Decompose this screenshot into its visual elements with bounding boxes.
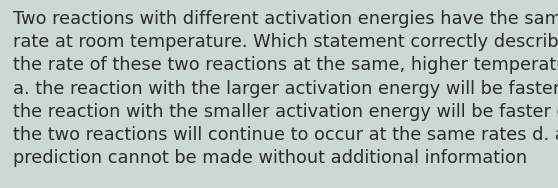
Text: Two reactions with different activation energies have the same: Two reactions with different activation … [13,10,558,28]
Text: the reaction with the smaller activation energy will be faster c.: the reaction with the smaller activation… [13,103,558,121]
Text: rate at room temperature. Which statement correctly describes: rate at room temperature. Which statemen… [13,33,558,51]
Text: the rate of these two reactions at the same, higher temperature?: the rate of these two reactions at the s… [13,56,558,74]
Text: the two reactions will continue to occur at the same rates d. a: the two reactions will continue to occur… [13,126,558,144]
Text: a. the reaction with the larger activation energy will be faster b.: a. the reaction with the larger activati… [13,80,558,98]
Text: prediction cannot be made without additional information: prediction cannot be made without additi… [13,149,527,167]
